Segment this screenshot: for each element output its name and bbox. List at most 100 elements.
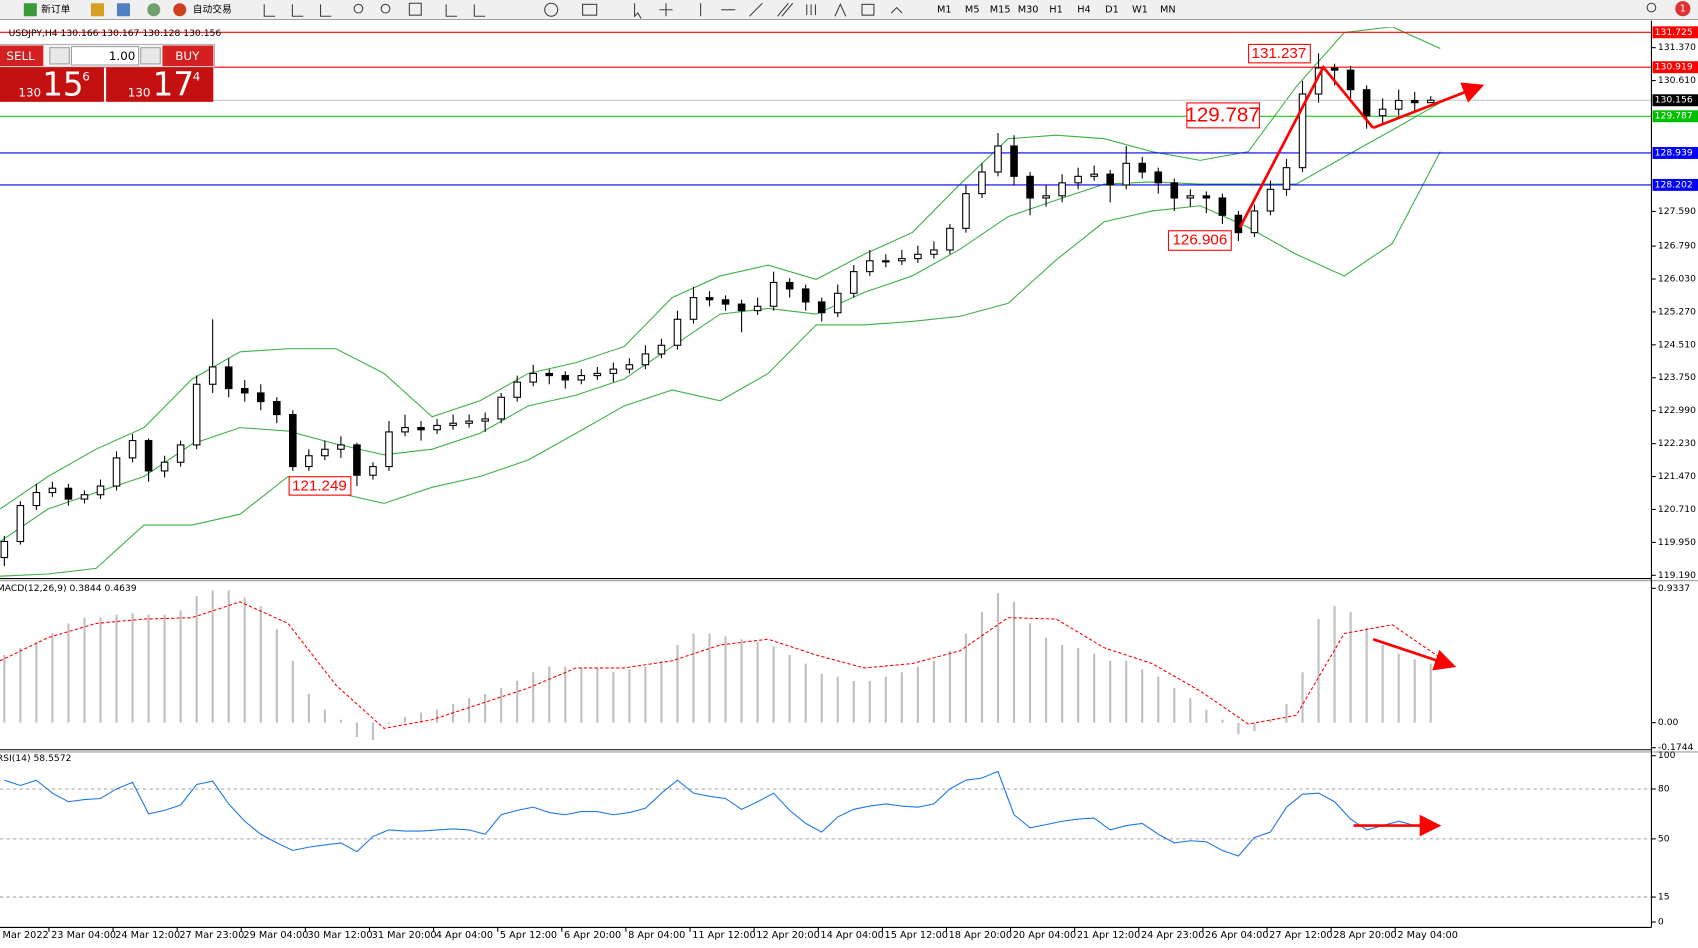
x-tick-label: 21 Apr 12:00	[1077, 930, 1140, 941]
timeframe-button[interactable]: H4	[1077, 5, 1091, 16]
candle-body	[305, 455, 313, 468]
x-tick-label: 20 Apr 04:00	[1013, 930, 1076, 941]
candle-body	[1202, 195, 1211, 199]
candle-body	[1410, 99, 1419, 104]
lot-down[interactable]	[49, 47, 70, 65]
price-axis: 131.370 130.610 127.590 126.790 126.030 125.2…	[1651, 26, 1698, 928]
price-level-label: 131.725	[1655, 27, 1693, 38]
crosshair-icon[interactable]	[659, 3, 673, 17]
trend-arrow[interactable]	[1372, 637, 1457, 671]
tool-icon[interactable]	[147, 3, 161, 17]
x-tick-label: 24 Apr 23:00	[1141, 930, 1204, 941]
y-tick-label: 121.470	[1658, 471, 1696, 482]
buy-price-tail: 4	[193, 69, 201, 83]
candle-body	[914, 253, 922, 260]
chart-icon[interactable]	[319, 4, 332, 17]
timeframe-button[interactable]: H1	[1049, 5, 1063, 16]
candle-body	[64, 487, 73, 500]
chart-icon[interactable]	[445, 4, 457, 17]
candle-body	[849, 271, 858, 294]
timeframe-button[interactable]: M30	[1018, 5, 1039, 16]
rsi-line	[4, 770, 1431, 857]
lot-value[interactable]: 1.00	[109, 49, 136, 63]
candle-body	[1138, 162, 1147, 173]
search-icon[interactable]	[1646, 2, 1657, 13]
period-icon[interactable]	[544, 2, 559, 17]
x-tick-label: 29 Mar 04:00	[243, 930, 308, 941]
timeframe-button[interactable]: D1	[1105, 5, 1119, 16]
arrow-icon[interactable]	[890, 6, 903, 14]
chart-icon[interactable]	[263, 4, 276, 17]
lot-up[interactable]	[140, 47, 161, 65]
y-tick-label: 130.610	[1658, 75, 1696, 86]
channel-icon[interactable]	[777, 2, 794, 17]
sell-price-big: 15	[42, 66, 83, 104]
candle-body	[866, 260, 874, 273]
chart-icon[interactable]	[291, 4, 304, 17]
tool-icon[interactable]	[90, 3, 104, 17]
y-tick-label: 0	[1658, 917, 1664, 928]
cursor-icon[interactable]	[634, 3, 642, 19]
trend-line[interactable]	[1238, 64, 1375, 229]
candle-body	[1426, 99, 1435, 104]
candle-body	[946, 227, 954, 251]
candle-body	[673, 318, 682, 346]
candle-body	[513, 381, 521, 398]
candle-body	[224, 366, 233, 390]
annotation: 121.249	[292, 477, 347, 494]
x-tick-label: 18 Apr 20:00	[949, 930, 1012, 941]
candle-body	[1218, 197, 1227, 216]
bollinger-band	[0, 102, 1441, 542]
sell-label[interactable]: SELL	[6, 49, 35, 63]
lot-input[interactable]	[70, 46, 140, 66]
text-icon[interactable]	[834, 3, 847, 17]
timeframe-button[interactable]: W1	[1132, 5, 1148, 16]
annotation-box	[1186, 102, 1260, 129]
y-tick-label: 125.270	[1658, 306, 1696, 317]
template-icon[interactable]	[582, 3, 598, 16]
timeframe-button[interactable]: M15	[990, 5, 1011, 16]
buy-price-box[interactable]	[106, 67, 214, 102]
x-tick-label: 11 Apr 12:00	[692, 930, 755, 941]
candle-body	[0, 540, 9, 559]
timeframe-button[interactable]: M5	[965, 5, 980, 16]
x-tick-label: 24 Mar 12:00	[115, 930, 180, 941]
candle-body	[641, 353, 650, 366]
timeframe-button[interactable]: M1	[937, 5, 952, 16]
price-level-label: 128.202	[1655, 179, 1693, 190]
one-click-trading: SELL 1.00 BUY 130 15 6 130 17 4	[0, 43, 215, 104]
panel-borders	[0, 20, 1698, 928]
annotation: 131.237	[1252, 45, 1307, 62]
chart-bg	[0, 20, 1698, 929]
new-order-button[interactable]: 新订单	[41, 3, 70, 16]
y-tick-label: 120.710	[1658, 504, 1696, 515]
zoom-in-icon[interactable]	[353, 3, 364, 14]
x-tick-label: 2 May 04:00	[1397, 930, 1458, 941]
buy-label[interactable]: BUY	[175, 49, 200, 63]
candle-body	[978, 171, 986, 195]
new-order-icon[interactable]	[23, 3, 37, 17]
alert-badge[interactable]	[1675, 1, 1691, 17]
tool-icon[interactable]	[116, 3, 130, 17]
timeframe-button[interactable]: MN	[1160, 5, 1176, 16]
x-tick-label: 8 Apr 04:00	[628, 930, 685, 941]
y-tick-label: 123.750	[1658, 372, 1696, 383]
auto-trading-icon[interactable]	[173, 3, 187, 17]
tile-icon[interactable]	[408, 2, 422, 16]
buy-button[interactable]	[162, 45, 214, 67]
sell-button[interactable]	[0, 45, 44, 67]
chart-icon[interactable]	[473, 4, 486, 17]
trend-arrow[interactable]	[1372, 82, 1485, 130]
candle-body	[721, 299, 730, 305]
trendline-icon[interactable]	[748, 2, 763, 17]
candle-body	[898, 258, 906, 262]
alert-count: 1	[1680, 4, 1686, 15]
fibo-icon[interactable]	[806, 4, 816, 16]
sell-price-box[interactable]	[0, 67, 104, 102]
candle-body	[930, 249, 938, 255]
x-tick-label: 27 Apr 12:00	[1269, 930, 1332, 941]
candle-body	[1122, 162, 1131, 186]
zoom-out-icon[interactable]	[380, 3, 391, 14]
auto-trading-button[interactable]: 自动交易	[193, 3, 232, 16]
label-icon[interactable]	[861, 3, 875, 16]
